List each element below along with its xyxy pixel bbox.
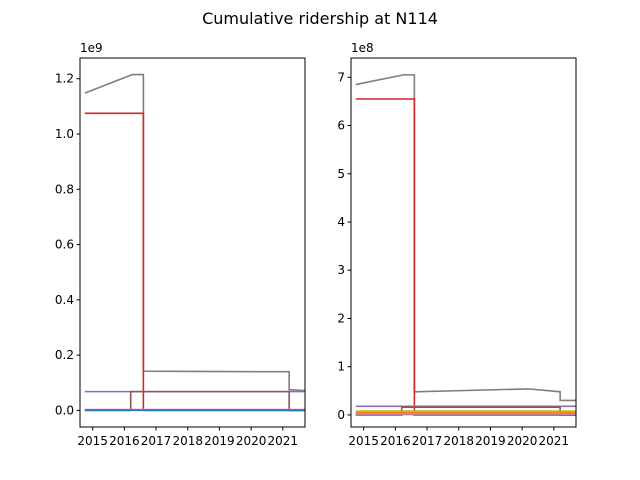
x-tick-label: 2018 [443,434,474,448]
x-tick-label: 2019 [204,434,235,448]
x-tick-label: 2017 [141,434,172,448]
x-tick-label: 2021 [268,434,299,448]
left-panel: 2015 2016 2017 2018 2019 2020 2021 0.0 0.2 0.4 0.6… [55,41,306,448]
x-tick-label: 2020 [236,434,267,448]
x-tick-label: 2019 [475,434,506,448]
y-tick-label: 0.0 [55,403,74,417]
y-tick-label: 0.6 [55,238,74,252]
x-tick-label: 2017 [412,434,443,448]
chart-title: Cumulative ridership at N114 [202,9,438,28]
y-tick-label: 7 [337,70,345,84]
x-tick-label: 2021 [539,434,570,448]
x-tick-label: 2016 [380,434,411,448]
y-tick-label: 2 [337,311,345,325]
series-line-gray [84,73,305,392]
y-tick-label: 0.8 [55,182,74,196]
x-tick-label: 2015 [348,434,379,448]
y-tick-label: 1.0 [55,127,74,141]
x-tick-label: 2015 [77,434,108,448]
y-tick-label: 1.2 [55,72,74,86]
series-line-gray [355,74,576,402]
y-tick-label: 0 [337,408,345,422]
right-panel: 2015 2016 2017 2018 2019 2020 2021 0 1 2 3 4 5 6 7 1e8 [337,41,577,448]
y-tick-label: 0.4 [55,293,74,307]
axes-frame [350,57,577,428]
plot-area [84,73,305,412]
x-tick-label: 2020 [507,434,538,448]
y-tick-label: 6 [337,119,345,133]
x-tick-label: 2018 [172,434,203,448]
y-tick-label: 5 [337,167,345,181]
axes-frame [79,57,306,428]
y-tick-label: 4 [337,215,345,229]
x-tick-label: 2016 [109,434,140,448]
y-offset-multiplier: 1e8 [351,41,374,55]
y-tick-label: 0.2 [55,348,74,362]
y-offset-multiplier: 1e9 [80,41,103,55]
plot-area [355,74,576,416]
y-tick-label: 1 [337,360,345,374]
y-tick-label: 3 [337,263,345,277]
